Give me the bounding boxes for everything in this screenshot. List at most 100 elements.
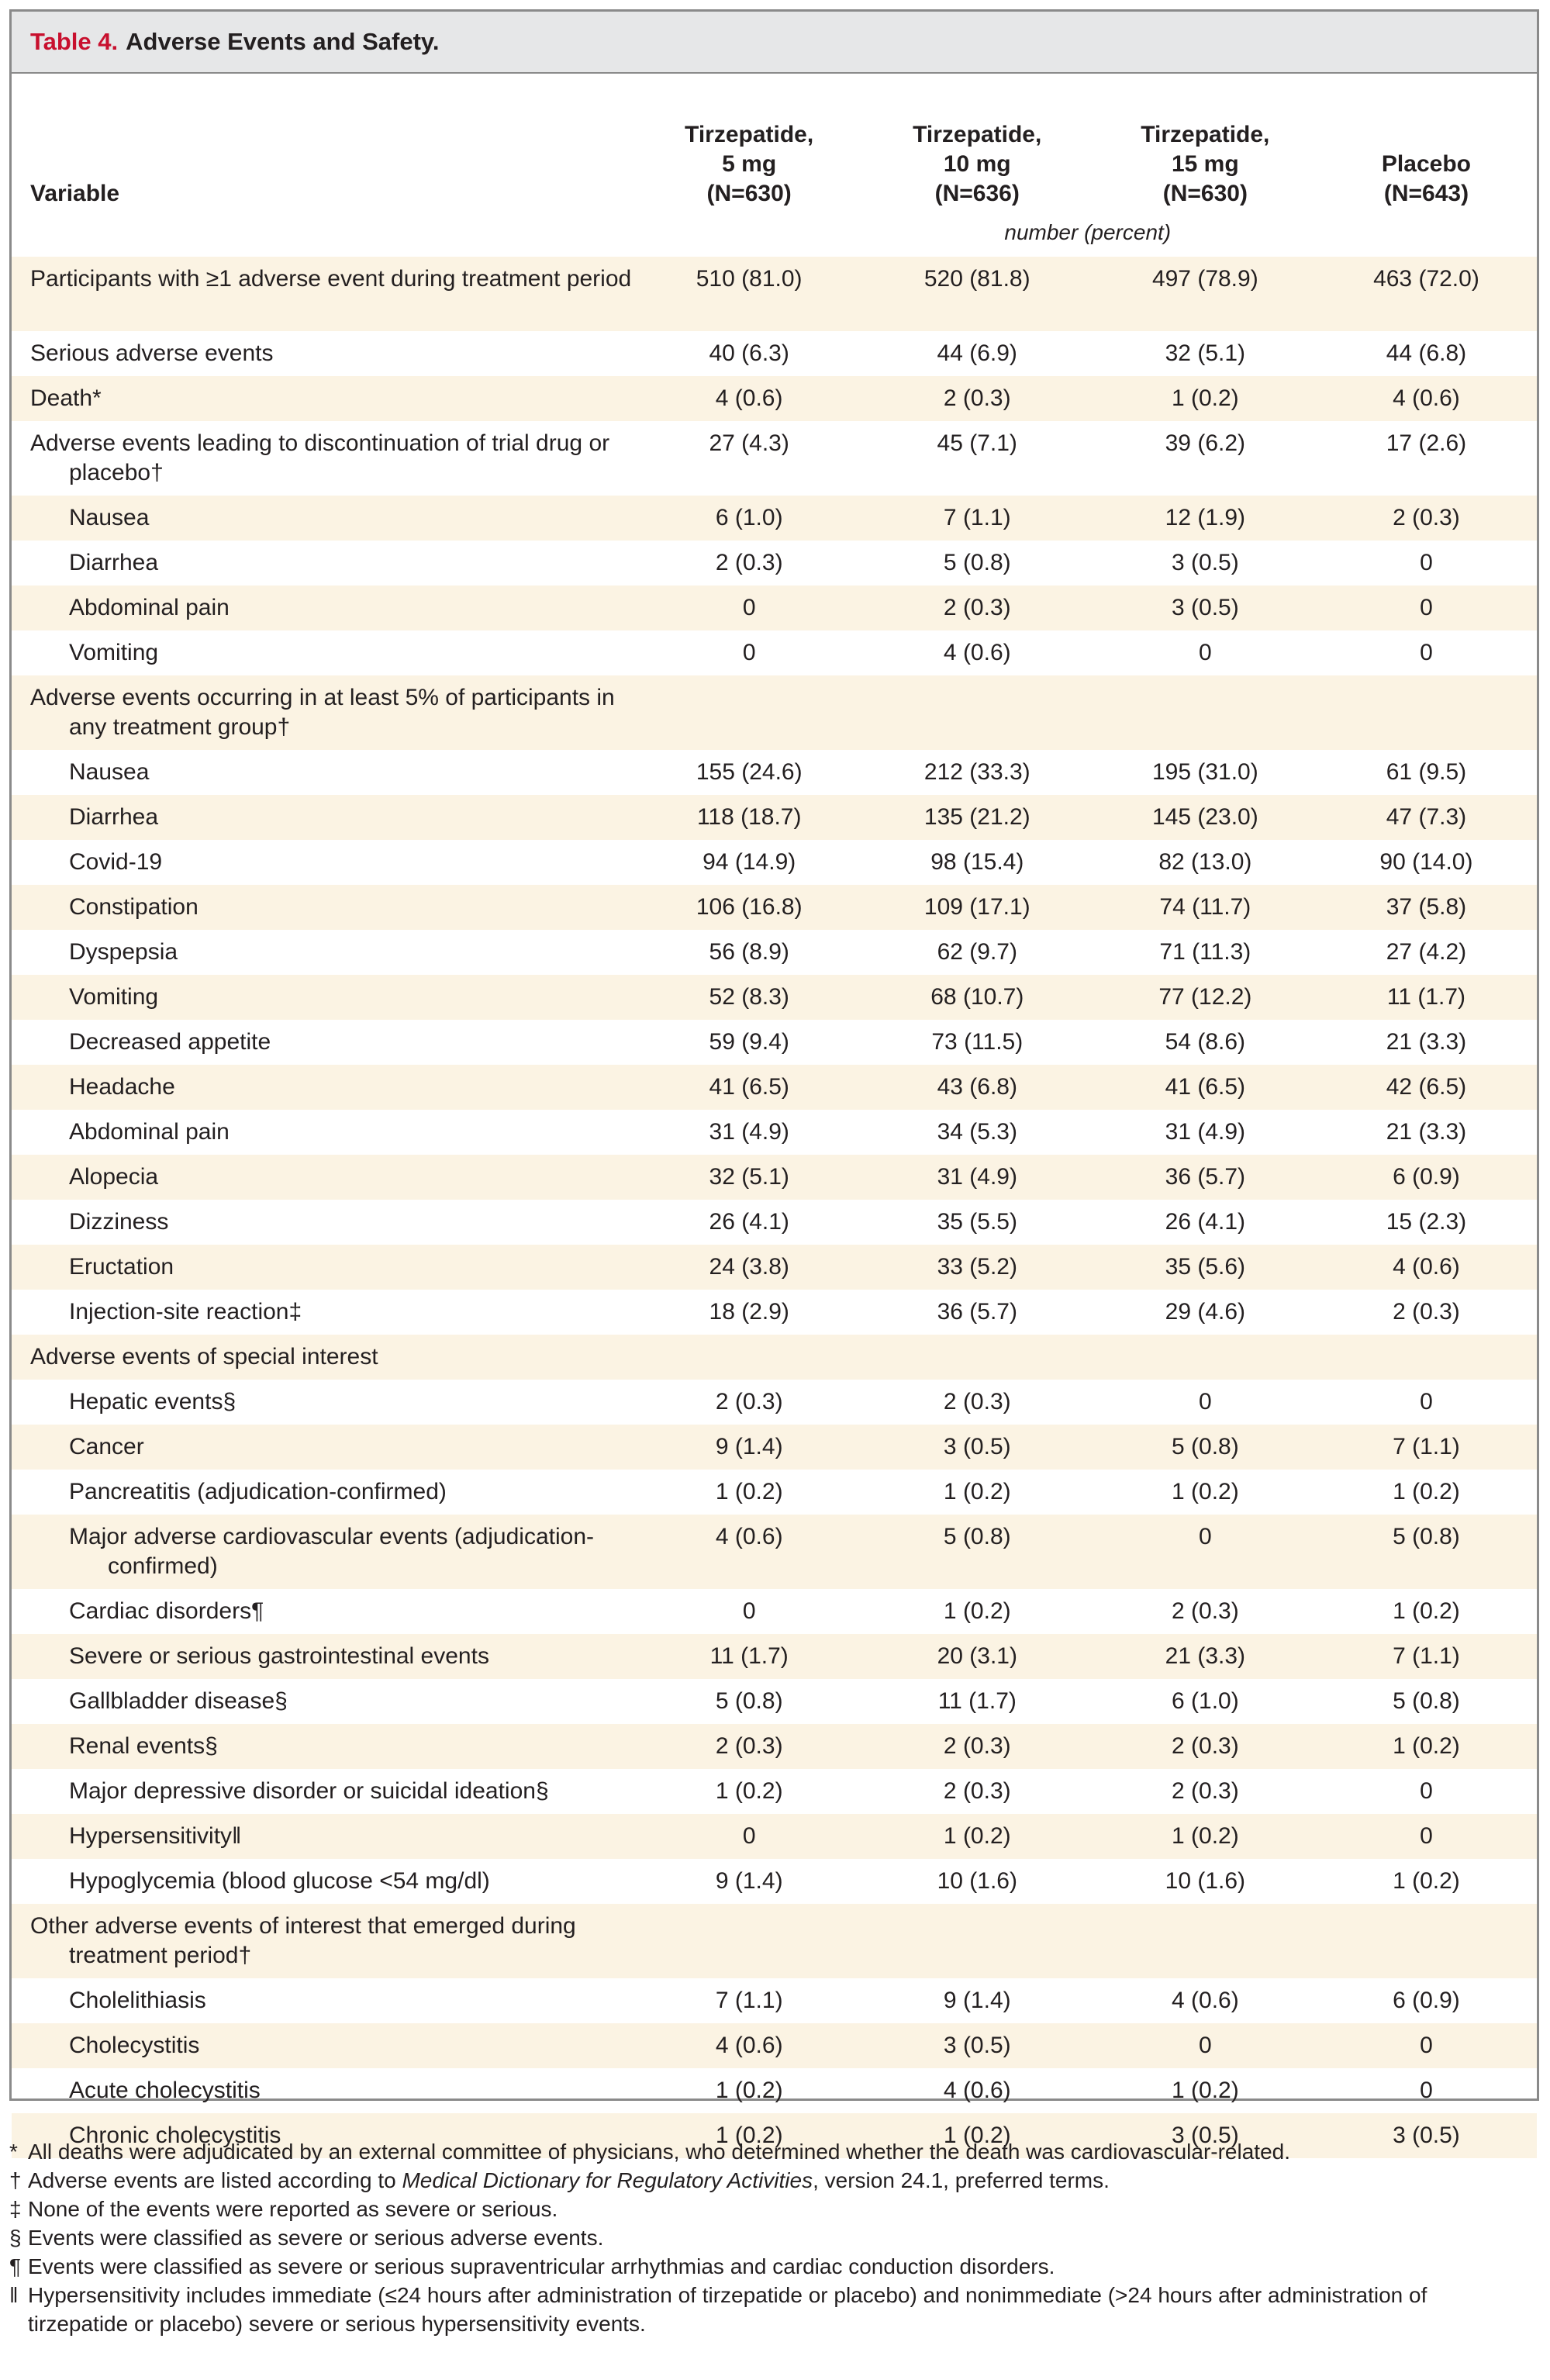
row-value: 43 (6.8) — [937, 1074, 1017, 1100]
row-label: Abdominal pain — [12, 593, 639, 623]
row-value: 20 (3.1) — [937, 1643, 1017, 1669]
row-value: 5 (0.8) — [1393, 1688, 1460, 1714]
row-value: 39 (6.2) — [1165, 430, 1246, 456]
table-label: Table 4. — [30, 28, 119, 55]
table-row: Diarrhea 118 (18.7) 135 (21.2) 145 (23.0) 47… — [12, 795, 1537, 840]
footnote: * All deaths were adjudicated by an exter… — [9, 2137, 1529, 2166]
row-value: 31 (4.9) — [937, 1164, 1017, 1190]
row-value: 0 — [742, 595, 756, 620]
row-value: 27 (4.3) — [709, 430, 789, 456]
row-value: 2 (0.3) — [715, 550, 783, 575]
row-label-text: Cardiac disorders¶ — [69, 1598, 264, 1624]
row-value: 32 (5.1) — [709, 1164, 789, 1190]
row-value: 3 (0.5) — [1172, 2123, 1239, 2148]
column-name: Tirzepatide, — [913, 122, 1042, 147]
row-value: 17 (2.6) — [1386, 430, 1467, 456]
footnote: † Adverse events are listed according to … — [9, 2166, 1529, 2195]
row-value: 5 (0.8) — [943, 1524, 1011, 1549]
row-value: 2 (0.3) — [943, 1389, 1011, 1415]
row-value: 155 (24.6) — [696, 759, 803, 785]
row-value: 4 (0.6) — [1172, 1988, 1239, 2013]
row-label: Other adverse events of interest that em… — [12, 1912, 639, 1971]
row-value: 2 (0.3) — [1172, 1733, 1239, 1759]
row-value: 71 (11.3) — [1159, 939, 1251, 965]
table-row: Renal events§ 2 (0.3) 2 (0.3) 2 (0.3) 1 (0.2… — [12, 1724, 1537, 1769]
row-label-text: Hypersensitivity‖ — [69, 1823, 242, 1849]
row-value: 0 — [742, 1598, 756, 1624]
column-n: (N=636) — [934, 181, 1020, 206]
table-row: Decreased appetite 59 (9.4) 73 (11.5) 54 (8… — [12, 1020, 1537, 1065]
table-row: Hypoglycemia (blood glucose <54 mg/dl) 9 … — [12, 1859, 1537, 1904]
row-value: 1 (0.2) — [943, 1823, 1011, 1849]
table-row: Hypersensitivity‖ 0 1 (0.2) 1 (0.2) 0 — [12, 1814, 1537, 1859]
row-value: 463 (72.0) — [1373, 266, 1479, 292]
table-row: Acute cholecystitis 1 (0.2) 4 (0.6) 1 (0.2)… — [12, 2068, 1537, 2113]
footnote-text-part: All deaths were adjudicated by an extern… — [28, 2140, 1290, 2164]
row-label: Diarrhea — [12, 803, 639, 832]
row-value: 2 (0.3) — [1393, 1299, 1460, 1325]
row-value: 1 (0.2) — [1172, 1479, 1239, 1504]
table-row: Eructation 24 (3.8) 33 (5.2) 35 (5.6) 4 (0.6… — [12, 1245, 1537, 1290]
row-label-text: Cholelithiasis — [69, 1988, 206, 2013]
column-name: Tirzepatide, — [685, 122, 814, 147]
row-label-text: Nausea — [69, 759, 150, 785]
row-value: 94 (14.9) — [703, 849, 796, 875]
row-label: Vomiting — [12, 638, 639, 668]
row-value: 0 — [1420, 2033, 1433, 2058]
row-value: 21 (3.3) — [1386, 1119, 1467, 1145]
table-row: Cholecystitis 4 (0.6) 3 (0.5) 0 0 — [12, 2023, 1537, 2068]
row-label: Acute cholecystitis — [12, 2076, 639, 2105]
row-value: 1 (0.2) — [1172, 2078, 1239, 2103]
row-label-text: Adverse events leading to discontinuatio… — [30, 430, 610, 485]
row-label: Cholecystitis — [12, 2031, 639, 2060]
row-label-text: Injection-site reaction‡ — [69, 1299, 302, 1325]
row-value: 68 (10.7) — [930, 984, 1024, 1010]
row-value: 195 (31.0) — [1151, 759, 1258, 785]
row-value: 0 — [1199, 1389, 1212, 1415]
row-value: 56 (8.9) — [709, 939, 789, 965]
footnote-text: Adverse events are listed according to M… — [28, 2166, 1529, 2195]
row-value: 9 (1.4) — [943, 1988, 1011, 2013]
row-value: 1 (0.2) — [943, 1479, 1011, 1504]
row-value: 35 (5.6) — [1165, 1254, 1246, 1280]
footnote: ¶ Events were classified as severe or ser… — [9, 2252, 1529, 2281]
row-label-text: Death* — [30, 385, 102, 411]
row-value: 6 (1.0) — [715, 505, 783, 530]
footnote-text-part: Adverse events are listed according to — [28, 2168, 402, 2192]
table-row: Participants with ≥1 adverse event durin… — [12, 257, 1537, 331]
row-label: Pancreatitis (adjudication-confirmed) — [12, 1477, 639, 1507]
row-value: 0 — [1199, 2033, 1212, 2058]
row-label: Adverse events of special interest — [12, 1342, 639, 1372]
row-value: 4 (0.6) — [1393, 385, 1460, 411]
column-dose: Placebo — [1381, 151, 1471, 177]
column-dose: 15 mg — [1171, 151, 1239, 177]
row-value: 41 (6.5) — [1165, 1074, 1246, 1100]
footnote-mark: ‖ — [9, 2283, 19, 2307]
row-value: 33 (5.2) — [937, 1254, 1017, 1280]
footnote-text-part: Events were classified as severe or seri… — [28, 2254, 1055, 2278]
column-header-tirz-5: Tirzepatide, 5 mg (N=630) — [639, 120, 860, 209]
row-label-text: Decreased appetite — [69, 1029, 271, 1055]
row-value: 1 (0.2) — [1172, 1823, 1239, 1849]
row-value: 2 (0.3) — [1172, 1778, 1239, 1804]
row-value: 9 (1.4) — [715, 1434, 783, 1459]
row-value: 0 — [1420, 595, 1433, 620]
row-value: 35 (5.5) — [937, 1209, 1017, 1235]
footnote-text: Hypersensitivity includes immediate (≤24… — [28, 2281, 1529, 2338]
row-label-text: Major depressive disorder or suicidal id… — [69, 1778, 549, 1804]
footnote-text: Events were classified as severe or seri… — [28, 2252, 1529, 2281]
column-header-tirz-10: Tirzepatide, 10 mg (N=636) — [860, 120, 1095, 209]
row-label: Alopecia — [12, 1162, 639, 1192]
footnote-text-part: , version 24.1, preferred terms. — [813, 2168, 1110, 2192]
row-label-text: Dizziness — [69, 1209, 169, 1235]
row-label-text: Other adverse events of interest that em… — [30, 1913, 576, 1968]
row-label-text: Covid-19 — [69, 849, 163, 875]
row-label: Vomiting — [12, 983, 639, 1012]
column-header-tirz-15: Tirzepatide, 15 mg (N=630) — [1095, 120, 1316, 209]
row-label-text: Renal events§ — [69, 1733, 218, 1759]
row-value: 59 (9.4) — [709, 1029, 789, 1055]
row-label-text: Adverse events of special interest — [30, 1344, 378, 1370]
unit-row: number (percent) — [12, 209, 1537, 257]
row-label: Cancer — [12, 1432, 639, 1462]
row-label-text: Chronic cholecystitis — [69, 2123, 281, 2148]
